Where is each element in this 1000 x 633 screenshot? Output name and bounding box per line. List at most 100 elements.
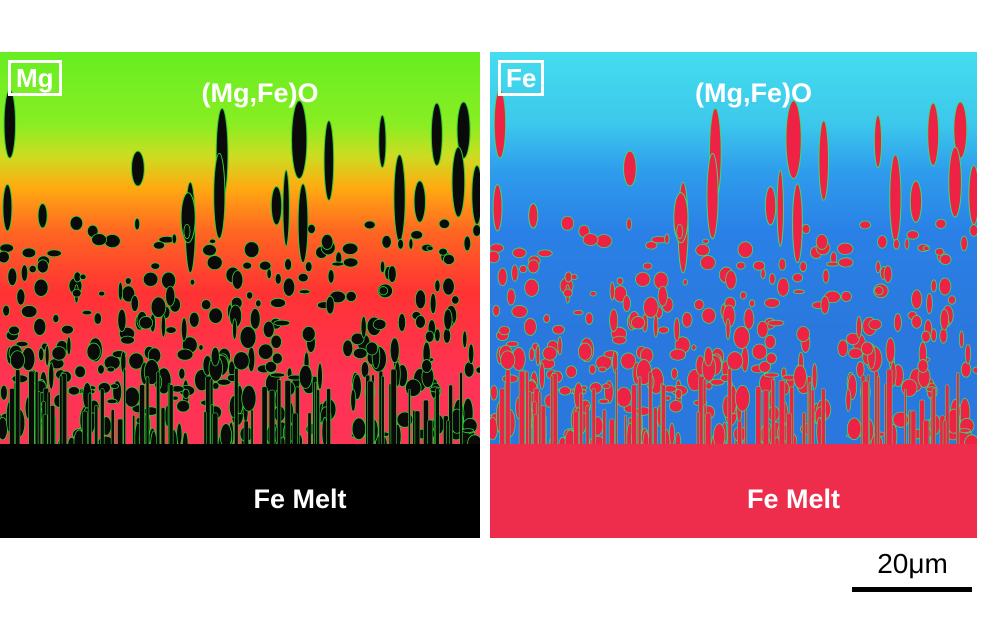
dendrite-blob <box>591 388 596 447</box>
dendrite-blob <box>609 281 615 301</box>
dendrite-blob <box>430 102 443 167</box>
dendrite-blob <box>762 389 770 447</box>
dendrite-blob <box>160 314 167 338</box>
dendrite-blob <box>637 376 642 447</box>
dendrite-blob <box>875 260 881 274</box>
dendrite-blob <box>71 288 82 298</box>
mg-melt-region <box>0 444 480 538</box>
dendrite-blob <box>802 412 807 447</box>
dendrite-blob <box>822 269 830 284</box>
dendrite-blob <box>874 286 884 296</box>
dendrite-blob <box>927 102 940 167</box>
dendrite-blob <box>291 412 298 447</box>
dendrite-blob <box>911 289 923 310</box>
dendrite-blob <box>206 255 223 271</box>
dendrite-blob <box>626 217 633 231</box>
dendrite-blob <box>323 120 335 201</box>
dendrite-blob <box>176 348 194 361</box>
dendrite-blob <box>270 297 286 308</box>
dendrite-blob <box>20 264 29 282</box>
dendrite-blob <box>557 336 563 356</box>
dendrite-blob <box>97 364 105 375</box>
dendrite-blob <box>291 100 308 180</box>
dendrite-blob <box>410 230 424 240</box>
dendrite-blob <box>930 279 937 293</box>
dendrite-blob <box>664 233 670 245</box>
dendrite-blob <box>648 371 653 447</box>
dendrite-blob <box>277 379 282 447</box>
dendrite-blob <box>325 295 335 315</box>
dendrite-blob <box>792 183 803 264</box>
dendrite-blob <box>28 264 37 274</box>
dendrite-blob <box>15 369 21 447</box>
dendrite-blob <box>471 165 480 225</box>
dendrite-blob <box>123 368 126 447</box>
dendrite-blob <box>246 291 254 300</box>
dendrite-blob <box>550 375 554 447</box>
dendrite-blob <box>585 404 590 447</box>
dendrite-blob <box>150 296 167 318</box>
dendrite-blob <box>284 258 293 271</box>
dendrite-blob <box>345 290 357 302</box>
dendrite-blob <box>250 409 254 447</box>
dendrite-blob <box>778 379 786 447</box>
dendrite-blob <box>893 238 900 250</box>
dendrite-blob <box>258 260 272 271</box>
dendrite-blob <box>81 309 93 316</box>
dendrite-blob <box>837 242 854 255</box>
dendrite-blob <box>609 308 619 332</box>
dendrite-blob <box>820 295 830 315</box>
dendrite-blob <box>241 385 257 412</box>
dendrite-blob <box>321 233 334 250</box>
dendrite-blob <box>176 399 191 413</box>
fe-map-image <box>490 52 977 538</box>
dendrite-blob <box>743 308 755 330</box>
dendrite-blob <box>768 273 776 285</box>
dendrite-blob <box>216 378 232 386</box>
dendrite-blob <box>938 277 952 296</box>
dendrite-blob <box>926 292 933 315</box>
dendrite-blob <box>498 325 511 336</box>
dendrite-blob <box>255 299 262 308</box>
dendrite-blob <box>706 152 719 239</box>
dendrite-blob <box>968 165 977 225</box>
mg-melt-label: Fe Melt <box>253 484 347 514</box>
dendrite-blob <box>748 299 756 308</box>
dendrite-blob <box>415 315 426 329</box>
scale-bar <box>852 587 972 592</box>
dendrite-blob <box>921 330 931 343</box>
dendrite-blob <box>917 359 929 373</box>
dendrite-blob <box>598 398 610 405</box>
dendrite-blob <box>435 387 440 447</box>
dendrite-blob <box>16 288 26 306</box>
dendrite-blob <box>268 389 276 447</box>
dendrite-blob <box>426 245 434 252</box>
dendrite-blob <box>956 372 960 447</box>
dendrite-blob <box>390 368 397 447</box>
dendrite-blob <box>139 384 145 447</box>
dendrite-blob <box>317 362 323 390</box>
dendrite-blob <box>696 411 700 447</box>
dendrite-blob <box>160 407 166 447</box>
dendrite-blob <box>131 150 145 187</box>
dendrite-blob <box>709 378 725 386</box>
dendrite-blob <box>535 344 541 367</box>
dendrite-blob <box>752 260 766 271</box>
dendrite-blob <box>74 365 86 379</box>
dendrite-blob <box>939 308 950 331</box>
dendrite-blob <box>579 392 584 447</box>
dendrite-blob <box>906 230 920 240</box>
dendrite-blob <box>635 271 651 287</box>
dendrite-blob <box>145 376 150 447</box>
dendrite-blob <box>737 241 754 259</box>
dendrite-blob <box>442 277 455 296</box>
dendrite-blob <box>862 380 869 447</box>
dendrite-blob <box>28 370 35 447</box>
dendrite-blob <box>273 319 291 327</box>
dendrite-blob <box>922 245 930 252</box>
dendrite-blob <box>751 343 768 360</box>
dendrite-blob <box>47 391 51 447</box>
dendrite-blob <box>0 250 10 264</box>
dendrite-blob <box>183 223 191 240</box>
dendrite-blob <box>138 316 154 330</box>
